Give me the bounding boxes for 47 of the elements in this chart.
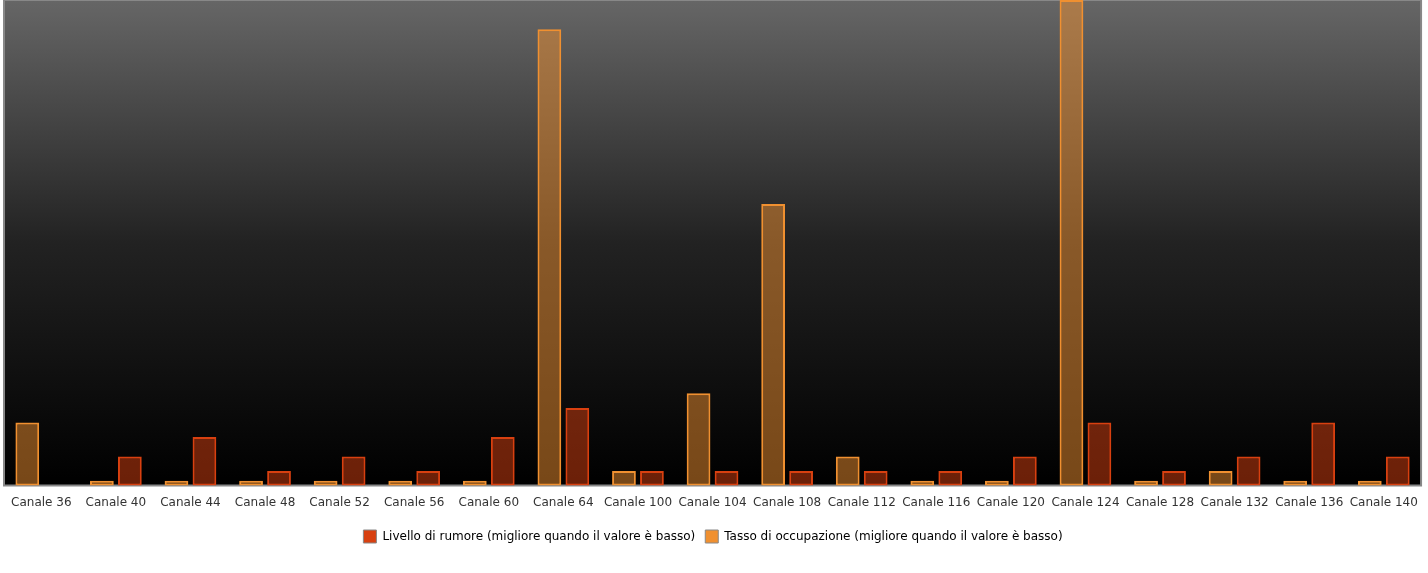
- bar: [1236, 456, 1261, 486]
- bar: [1311, 422, 1336, 486]
- legend-label: Livello di rumore (migliore quando il valore è basso): [382, 528, 696, 543]
- x-tick-label: Canale 116: [902, 494, 971, 509]
- bar: [490, 437, 515, 486]
- bar: [789, 471, 813, 486]
- bar: [612, 471, 636, 486]
- x-tick-label: Canale 112: [827, 494, 896, 509]
- bar: [537, 29, 562, 486]
- bar: [1162, 471, 1186, 486]
- x-tick-label: Canale 136: [1275, 494, 1344, 509]
- x-tick-label: Canale 52: [309, 494, 370, 509]
- bar: [267, 471, 291, 486]
- x-tick-label: Canale 128: [1125, 494, 1195, 509]
- x-tick-label: Canale 48: [234, 494, 296, 509]
- bar: [938, 471, 963, 486]
- bar: [1059, 0, 1084, 486]
- bar: [835, 456, 860, 486]
- x-tick-label: Canale 124: [1051, 494, 1120, 509]
- x-tick-label: Canale 120: [976, 494, 1045, 509]
- x-tick-label: Canale 44: [160, 494, 221, 509]
- bar: [341, 456, 366, 486]
- legend-label: Tasso di occupazione (migliore quando il valore è basso): [723, 528, 1063, 543]
- bar: [117, 456, 142, 486]
- bar: [714, 471, 739, 486]
- bar: [863, 471, 888, 486]
- x-tick-label: Canale 132: [1200, 494, 1269, 509]
- x-tick-label: Canale 60: [458, 494, 520, 509]
- bar: [1208, 471, 1233, 486]
- x-tick-label: Canale 64: [533, 494, 594, 509]
- bar: [761, 203, 786, 486]
- x-tick-label: Canale 140: [1349, 494, 1418, 509]
- x-tick-label: Canale 104: [678, 494, 747, 509]
- bar: [15, 422, 40, 486]
- bar: [1012, 456, 1037, 486]
- bar: [1087, 422, 1112, 486]
- bar: [640, 471, 664, 486]
- bar: [1385, 456, 1410, 486]
- bar: [416, 471, 441, 486]
- bar: [686, 393, 711, 486]
- x-tick-label: Canale 56: [383, 494, 445, 509]
- x-tick-label: Canale 108: [753, 494, 822, 509]
- bar: [192, 437, 217, 486]
- x-tick-label: Canale 100: [603, 494, 673, 509]
- x-tick-label: Canale 40: [85, 494, 147, 509]
- bar: [565, 407, 590, 486]
- x-tick-label: Canale 36: [11, 494, 72, 509]
